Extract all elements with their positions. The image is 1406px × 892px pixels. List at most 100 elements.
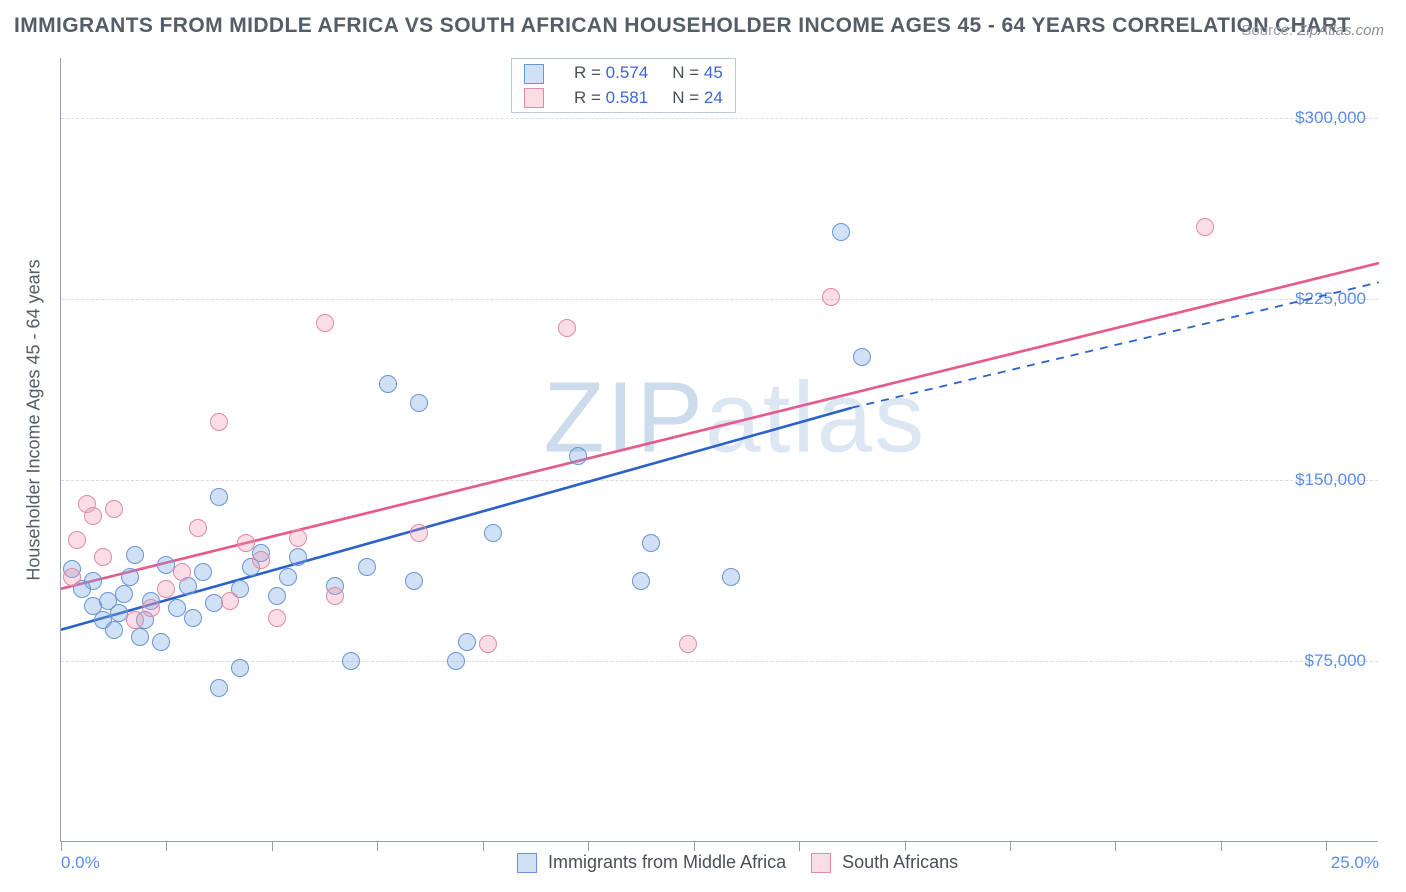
legend-swatch-cell-0 [512,61,562,86]
x-tick [1221,841,1222,851]
legend-bottom-label-1: South Africans [842,852,958,872]
scatter-point [63,568,81,586]
legend-stats-table: R = 0.574 N = 45 R = 0.581 N = 24 [512,61,735,110]
y-axis-title: Householder Income Ages 45 - 64 years [24,259,45,580]
scatter-point [252,551,270,569]
x-tick [588,841,589,851]
legend-r-value-1: 0.581 [606,88,649,107]
legend-bottom-swatch-0 [517,853,537,873]
scatter-point [194,563,212,581]
scatter-point [447,652,465,670]
legend-r-value-0: 0.574 [606,63,649,82]
legend-r-label-0: R = 0.574 [562,61,660,86]
legend-swatch-1 [524,88,544,108]
legend-stats-row-1: R = 0.581 N = 24 [512,86,735,111]
trend-lines [61,58,1379,842]
x-tick [377,841,378,851]
scatter-point [632,572,650,590]
x-tick-label: 0.0% [61,853,100,873]
scatter-point [126,611,144,629]
legend-r-label-1: R = 0.581 [562,86,660,111]
scatter-point [479,635,497,653]
scatter-point [458,633,476,651]
scatter-point [822,288,840,306]
scatter-point [410,394,428,412]
scatter-point [210,413,228,431]
source-value: ZipAtlas.com [1297,22,1384,39]
scatter-point [184,609,202,627]
plot-area: ZIPatlas $75,000$150,000$225,000$300,000… [60,58,1378,842]
scatter-point [126,546,144,564]
legend-bottom-swatch-1 [811,853,831,873]
scatter-point [289,529,307,547]
legend-swatch-cell-1 [512,86,562,111]
scatter-point [157,580,175,598]
scatter-point [722,568,740,586]
scatter-point [84,507,102,525]
scatter-point [189,519,207,537]
x-tick [799,841,800,851]
scatter-point [558,319,576,337]
source-label: Source: [1241,22,1293,39]
scatter-point [142,599,160,617]
scatter-point [484,524,502,542]
scatter-point [410,524,428,542]
legend-series: Immigrants from Middle Africa South Afri… [517,852,958,873]
trend-line-1 [61,263,1379,589]
scatter-point [342,652,360,670]
trend-line-0 [61,408,852,630]
legend-n-label-0: N = 45 [660,61,735,86]
legend-n-value-1: 24 [704,88,723,107]
scatter-point [115,585,133,603]
scatter-point [279,568,297,586]
scatter-point [1196,218,1214,236]
scatter-point [379,375,397,393]
scatter-point [853,348,871,366]
scatter-point [358,558,376,576]
scatter-point [268,609,286,627]
scatter-point [94,548,112,566]
x-tick [61,841,62,851]
scatter-point [569,447,587,465]
scatter-point [105,621,123,639]
scatter-point [405,572,423,590]
x-tick [905,841,906,851]
scatter-point [121,568,139,586]
x-tick [1115,841,1116,851]
scatter-point [131,628,149,646]
scatter-point [326,587,344,605]
scatter-point [84,572,102,590]
scatter-point [679,635,697,653]
legend-stats-row-0: R = 0.574 N = 45 [512,61,735,86]
plot-canvas: $75,000$150,000$225,000$300,0000.0%25.0% [61,58,1378,841]
scatter-point [231,659,249,677]
scatter-point [210,679,228,697]
scatter-point [210,488,228,506]
legend-n-value-0: 45 [704,63,723,82]
scatter-point [316,314,334,332]
x-tick-label: 25.0% [1331,853,1379,873]
legend-n-label-1: N = 24 [660,86,735,111]
x-tick [166,841,167,851]
scatter-point [237,534,255,552]
legend-swatch-0 [524,64,544,84]
x-tick [1010,841,1011,851]
x-tick [1326,841,1327,851]
scatter-point [642,534,660,552]
legend-stats: R = 0.574 N = 45 R = 0.581 N = 24 [511,58,736,113]
x-tick [483,841,484,851]
scatter-point [268,587,286,605]
scatter-point [152,633,170,651]
scatter-point [221,592,239,610]
scatter-point [832,223,850,241]
scatter-point [173,563,191,581]
scatter-point [68,531,86,549]
chart-title: IMMIGRANTS FROM MIDDLE AFRICA VS SOUTH A… [14,14,1351,38]
source-credit: Source: ZipAtlas.com [1241,22,1384,39]
trend-line-ext-0 [852,282,1379,407]
legend-bottom-label-0: Immigrants from Middle Africa [548,852,786,872]
x-tick [694,841,695,851]
x-tick [272,841,273,851]
scatter-point [289,548,307,566]
scatter-point [105,500,123,518]
